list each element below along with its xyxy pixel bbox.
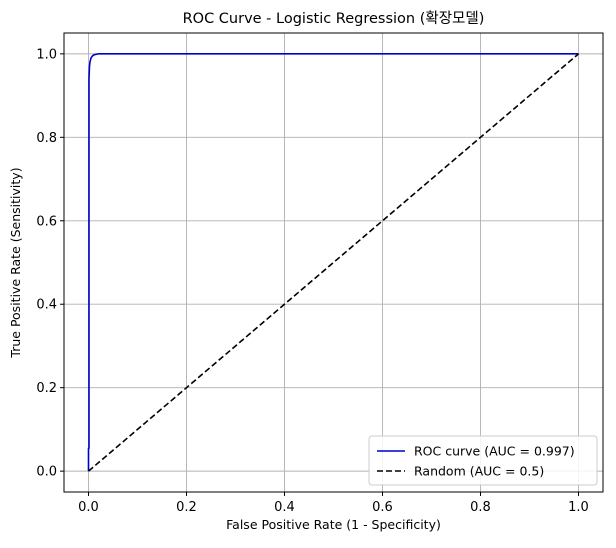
x-tick-label-1: 0.2 [176, 500, 197, 515]
x-axis-label: False Positive Rate (1 - Specificity) [226, 517, 441, 532]
chart-title: ROC Curve - Logistic Regression (확장모델) [183, 10, 485, 27]
y-tick-label-3: 0.6 [36, 214, 57, 229]
series-line-0 [87, 53, 579, 472]
series [87, 53, 580, 472]
legend-label-0: ROC curve (AUC = 0.997) [414, 444, 575, 459]
plot-area [63, 32, 604, 493]
y-tick-label-2: 0.4 [36, 298, 57, 313]
legend-box [368, 435, 598, 486]
grid [64, 33, 603, 492]
x-tick-label-5: 1.0 [568, 500, 589, 515]
y-tick-label-0: 0.0 [36, 465, 57, 480]
y-tick-label-5: 1.0 [36, 47, 57, 62]
y-tick-label-4: 0.8 [36, 131, 57, 146]
x-tick-label-0: 0.0 [78, 500, 99, 515]
legend: ROC curve (AUC = 0.997) Random (AUC = 0.5… [368, 435, 598, 486]
x-tick-label-2: 0.4 [274, 500, 295, 515]
ticks: 0.0 0.2 0.4 0.6 0.8 1.0 0.0 0.2 0.4 0.6 0.8 1.0 [36, 47, 589, 515]
x-tick-label-3: 0.6 [372, 500, 393, 515]
legend-label-1: Random (AUC = 0.5) [414, 464, 544, 479]
x-tick-label-4: 0.8 [470, 500, 491, 515]
y-axis-label: True Positive Rate (Sensitivity) [8, 167, 23, 358]
y-tick-label-1: 0.2 [36, 381, 57, 396]
series-line-1 [87, 53, 580, 472]
